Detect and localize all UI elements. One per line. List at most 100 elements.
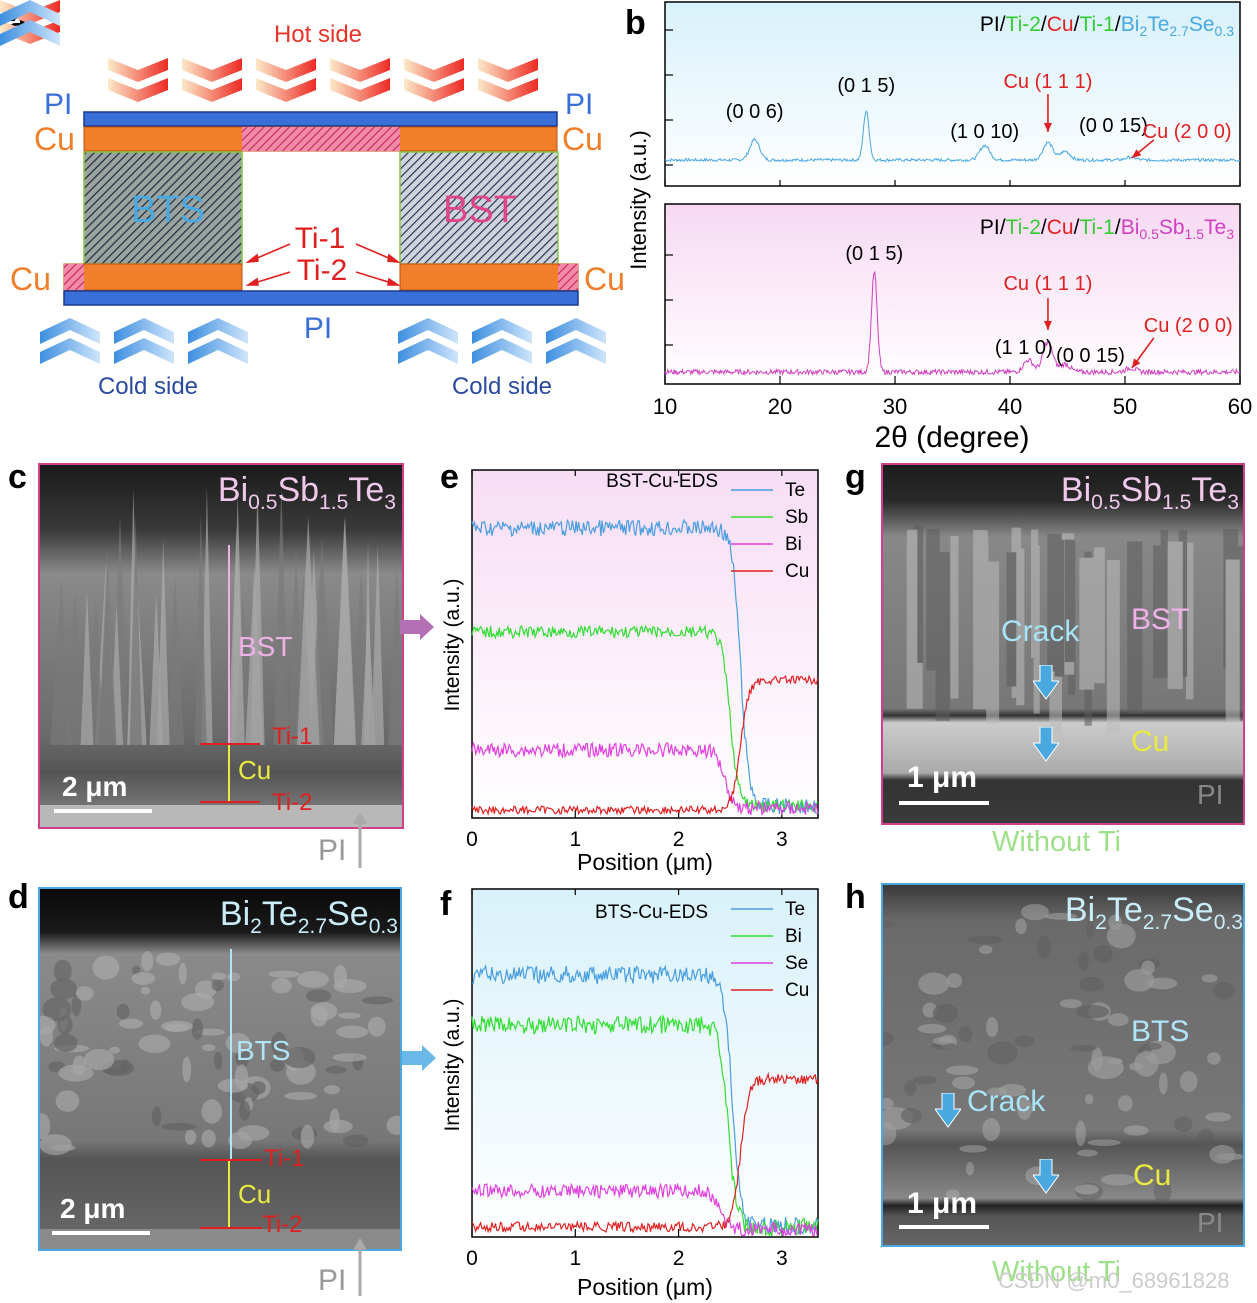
xrd-peak-label: (0 0 6) <box>726 101 784 123</box>
ti2-label: Ti-2 <box>297 254 348 287</box>
eds-xtick-label: 0 <box>466 1247 478 1270</box>
xrd-peak-label: (0 1 5) <box>837 75 895 97</box>
eds-xtick-label: 2 <box>673 828 685 851</box>
sem-c-ti1: Ti-1 <box>272 723 313 750</box>
eds-line-Te <box>471 964 819 1236</box>
eds-e-xlabel: Position (μm) <box>577 849 713 875</box>
sem-image-g: Bi0.5Sb1.5Te3 Crack BST Cu 1 μm PI <box>881 463 1245 825</box>
panel-label-c: c <box>8 458 27 496</box>
sem-image-h: Bi2Te2.7Se0.3 BTS Crack Cu 1 μm PI <box>881 883 1245 1247</box>
sem-d-pi-arrow <box>353 1238 367 1296</box>
sem-c-scalebar <box>54 809 152 813</box>
cu-top-left-label: Cu <box>34 121 75 157</box>
panel-label-f: f <box>440 885 452 923</box>
xrd-peak-label: (0 1 5) <box>845 243 903 265</box>
sem-g-scalebar <box>899 801 989 805</box>
eds-legend-Te: Te <box>785 480 805 501</box>
eds-xtick-label: 1 <box>569 828 581 851</box>
sem-h-crack: Crack <box>967 1085 1046 1118</box>
eds-legend-Se: Se <box>785 953 808 974</box>
pi-top-right-label: PI <box>565 88 593 121</box>
xrd-xtick-label: 60 <box>1228 394 1252 419</box>
sem-h-note: Without Ti <box>992 1256 1121 1288</box>
sem-h-scale: 1 μm <box>907 1187 978 1220</box>
sem-d-scalebar <box>52 1231 150 1235</box>
eds-legend-Bi: Bi <box>785 926 802 947</box>
xrd-xlabel: 2θ (degree) <box>874 421 1029 454</box>
bst-label: BST <box>443 189 517 231</box>
eds-f-title: BTS-Cu-EDS <box>595 902 708 923</box>
sem-d-cu: Cu <box>238 1179 272 1209</box>
eds-e-title: BST-Cu-EDS <box>606 471 718 492</box>
eds-xtick-label: 1 <box>569 1247 581 1270</box>
hot-side-label: Hot side <box>274 21 362 48</box>
crack-arrow-icon <box>1033 1159 1059 1194</box>
eds-legend-Cu: Cu <box>785 561 809 582</box>
eds-line-Cu <box>471 674 819 816</box>
cu-top-right-label: Cu <box>562 121 603 157</box>
panel-label-e: e <box>440 458 459 496</box>
eds-xtick-label: 3 <box>776 1247 788 1270</box>
xrd-xtick-label: 50 <box>1113 394 1137 419</box>
xrd-xtick-label: 30 <box>883 394 907 419</box>
sem-g-crack: Crack <box>1001 615 1080 648</box>
eds-xtick-label: 3 <box>776 828 788 851</box>
sem-c-cu: Cu <box>238 755 272 785</box>
hot-side-chevrons <box>0 0 538 102</box>
sem-d-title: Bi2Te2.7Se0.3 <box>219 895 398 938</box>
panel-label-g: g <box>845 458 866 496</box>
eds-line-Te <box>471 518 819 815</box>
crack-arrow-icon <box>1033 665 1059 700</box>
xrd-peak-label: Cu (1 1 1) <box>1003 71 1092 93</box>
sem-d-pi: PI <box>318 1264 347 1297</box>
watermark: CSDN @m0_68961828 <box>998 1268 1230 1293</box>
xrd-peak-label: (1 1 0) <box>995 337 1053 359</box>
sem-d-scale: 2 μm <box>60 1193 126 1224</box>
sem-d-ti2: Ti-2 <box>262 1211 303 1238</box>
sem-g-title: Bi0.5Sb1.5Te3 <box>1060 471 1239 514</box>
sem-image-c: Bi0.5Sb1.5Te3 BST Ti-1 Cu Ti-2 2 μm <box>38 463 404 829</box>
panel-label-d: d <box>8 878 29 916</box>
arrow-c-to-e <box>400 614 434 640</box>
pi-top-left-label: PI <box>44 88 72 121</box>
xrd-peak-label: Cu (1 1 1) <box>1003 273 1092 295</box>
eds-legend-Bi: Bi <box>785 534 802 555</box>
crack-arrow-icon <box>935 1093 961 1128</box>
cu-bottom-left-label: Cu <box>10 261 51 297</box>
xrd-peak-label: (0 0 15) <box>1079 115 1148 137</box>
xrd-xtick-label: 40 <box>998 394 1022 419</box>
cold-side-left-label: Cold side <box>98 373 198 400</box>
pi-bottom-label: PI <box>304 312 332 345</box>
eds-e-ylabel: Intensity (a.u.) <box>441 578 464 711</box>
eds-f-ylabel: Intensity (a.u.) <box>441 998 464 1131</box>
eds-line-Se <box>471 1182 819 1237</box>
cu-bottom-right-label: Cu <box>584 261 625 297</box>
sem-h-cu: Cu <box>1133 1159 1172 1192</box>
sem-c-ti2: Ti-2 <box>272 789 313 816</box>
sem-image-d: Bi2Te2.7Se0.3 BTS Ti-1 Cu Ti-2 2 μm <box>38 887 402 1251</box>
sem-h-pi: PI <box>1197 1207 1224 1238</box>
sem-g-cu: Cu <box>1131 725 1170 758</box>
ti1-label: Ti-1 <box>295 222 346 255</box>
panel-label-h: h <box>845 878 866 916</box>
cold-side-chevrons <box>0 0 606 364</box>
eds-line-Bi <box>471 741 819 817</box>
xrd-xtick-label: 20 <box>768 394 792 419</box>
xrd-peak-label: (1 0 10) <box>950 121 1019 143</box>
sem-h-scalebar <box>899 1225 989 1229</box>
sem-c-title: Bi0.5Sb1.5Te3 <box>217 471 396 514</box>
xrd-bottom-title: PI/Ti-2/Cu/Ti-1/Bi0.5Sb1.5Te3 <box>980 216 1234 242</box>
eds-line-Cu <box>471 1071 819 1234</box>
eds-line-Sb <box>471 624 819 813</box>
eds-chart-f: 0 1 2 3 BTS-Cu-EDS Te Bi Se Cu Intensity (a.u.… <box>441 888 819 1300</box>
sem-g-scale: 1 μm <box>907 761 978 794</box>
arrow-d-to-f <box>402 1045 436 1071</box>
sem-g-note: Without Ti <box>992 826 1121 858</box>
eds-xtick-label: 2 <box>673 1247 685 1270</box>
sem-d-layer: BTS <box>236 1035 291 1066</box>
eds-f-xlabel: Position (μm) <box>577 1274 713 1300</box>
sem-c-pi-arrow <box>353 812 367 868</box>
xrd-peak-label: Cu (2 0 0) <box>1144 315 1233 337</box>
sem-g-layer: BST <box>1131 603 1190 636</box>
bts-label: BTS <box>131 189 205 231</box>
